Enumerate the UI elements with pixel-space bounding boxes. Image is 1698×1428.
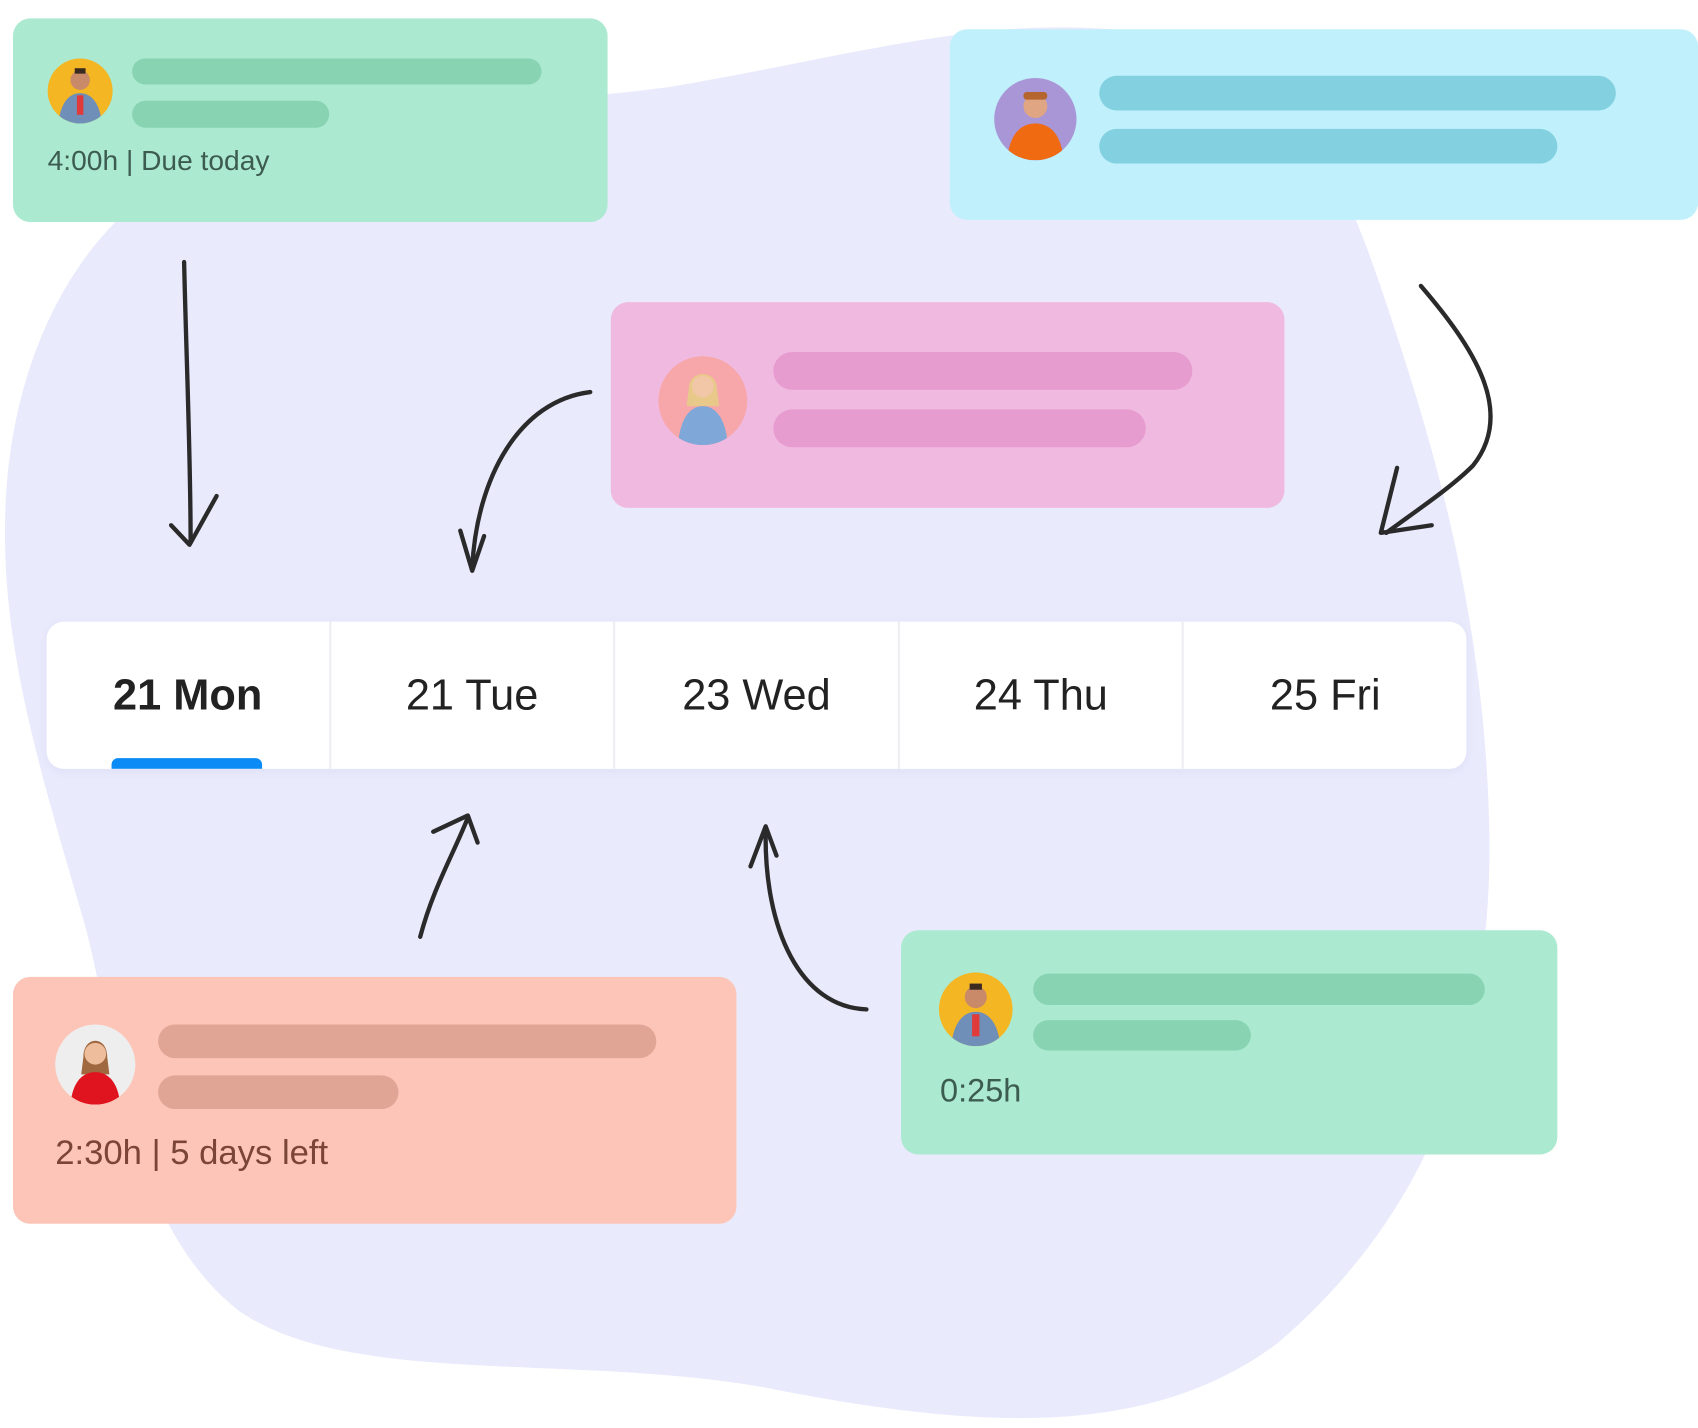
- tab-label: 25 Fri: [1269, 670, 1381, 719]
- curved-arrow-icon: [458, 389, 593, 573]
- tab-21-mon[interactable]: 21 Mon: [47, 622, 329, 769]
- title-placeholder-bar: [1099, 75, 1616, 111]
- task-card-cyan[interactable]: [949, 29, 1698, 220]
- title-placeholder-bar: [132, 58, 542, 85]
- task-card-green-bottom[interactable]: 0:25h: [901, 930, 1558, 1155]
- curved-arrow-icon: [748, 824, 869, 1012]
- task-card-pink[interactable]: [610, 302, 1285, 508]
- tab-label: 23 Wed: [682, 670, 831, 719]
- woman-red-top-avatar: [55, 1024, 136, 1105]
- subtitle-placeholder-bar: [1033, 1020, 1251, 1051]
- curved-arrow-icon: [1378, 283, 1493, 536]
- arrow-down-icon: [168, 259, 219, 547]
- arrow-up-icon: [418, 813, 480, 939]
- subtitle-placeholder-bar: [132, 100, 330, 128]
- tab-label: 21 Mon: [113, 670, 263, 719]
- tab-25-fri[interactable]: 25 Fri: [1181, 621, 1466, 769]
- task-card-green-top[interactable]: 4:00h | Due today: [12, 18, 608, 223]
- man-orange-sweater-avatar: [994, 77, 1077, 161]
- task-card-salmon[interactable]: 2:30h | 5 days left: [12, 976, 737, 1224]
- woman-blue-sweater-avatar: [658, 356, 748, 446]
- man-denim-jacket-avatar: [47, 58, 113, 124]
- task-meta: 4:00h | Due today: [47, 144, 270, 177]
- man-denim-jacket-avatar: [938, 972, 1013, 1047]
- tab-23-wed[interactable]: 23 Wed: [613, 621, 897, 769]
- tab-21-tue[interactable]: 21 Tue: [328, 621, 613, 769]
- task-meta: 0:25h: [940, 1073, 1022, 1109]
- active-tab-indicator: [111, 758, 263, 769]
- subtitle-placeholder-bar: [158, 1075, 399, 1109]
- subtitle-placeholder-bar: [773, 409, 1146, 448]
- tab-24-thu[interactable]: 24 Thu: [897, 621, 1182, 769]
- title-placeholder-bar: [773, 351, 1193, 390]
- title-placeholder-bar: [1033, 973, 1485, 1006]
- day-tabs: 21 Mon 21 Tue 23 Wed 24 Thu 25 Fri: [46, 621, 1467, 769]
- tab-label: 24 Thu: [973, 670, 1108, 719]
- title-placeholder-bar: [158, 1024, 657, 1059]
- task-meta: 2:30h | 5 days left: [55, 1132, 329, 1172]
- subtitle-placeholder-bar: [1099, 128, 1558, 164]
- tab-label: 21 Tue: [405, 670, 539, 719]
